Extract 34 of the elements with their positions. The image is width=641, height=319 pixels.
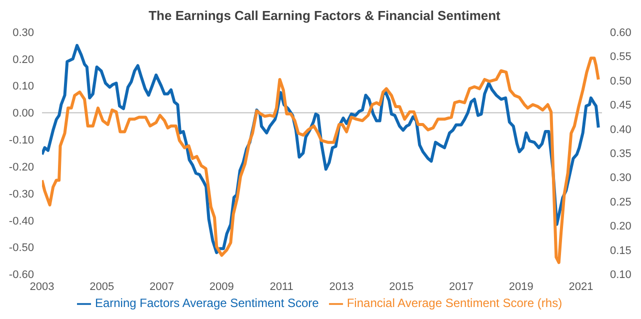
y-tick-label: -0.20 [8,161,34,174]
x-tick-label: 2013 [329,280,354,293]
y2-tick-label: 0.40 [610,124,632,136]
y2-tick-label: 0.25 [610,196,632,208]
x-tick-label: 2007 [150,280,174,293]
y-tick-label: -0.10 [8,134,34,147]
y-tick-label: -0.60 [8,269,34,282]
y2-tick-label: 0.20 [610,220,632,233]
x-tick-label: 2009 [209,280,234,293]
y2-tick-label: 0.50 [610,75,632,88]
x-tick-label: 2019 [508,280,534,293]
x-tick-label: 2003 [30,280,54,293]
y2-tick-label: 0.30 [610,172,632,184]
x-tick-label: 2017 [449,280,474,293]
y-tick-label: -0.40 [8,215,34,228]
chart-title: The Earnings Call Earning Factors & Financial Sentiment [148,8,502,23]
y-tick-label: 0.00 [12,108,34,120]
x-tick-label: 2021 [568,280,594,293]
y2-tick-label: 0.60 [610,26,632,39]
y-tick-label: -0.50 [8,242,34,254]
y2-tick-label: 0.10 [610,269,632,282]
y2-tick-label: 0.45 [610,100,632,112]
y-tick-label: 0.30 [12,26,34,39]
y-tick-label: 0.10 [12,80,34,93]
y2-tick-label: 0.15 [610,244,632,257]
legend-label: Financial Average Sentiment Score (rhs) [346,296,562,310]
x-tick-label: 2015 [389,280,414,293]
y-tick-label: -0.30 [8,188,34,200]
y2-tick-label: 0.55 [610,51,632,64]
y2-tick-label: 0.35 [610,148,632,160]
y-tick-label: 0.20 [12,54,34,66]
legend-label: Earning Factors Average Sentiment Score [94,296,319,310]
x-tick-label: 2005 [90,280,114,293]
x-tick-label: 2011 [270,280,294,293]
